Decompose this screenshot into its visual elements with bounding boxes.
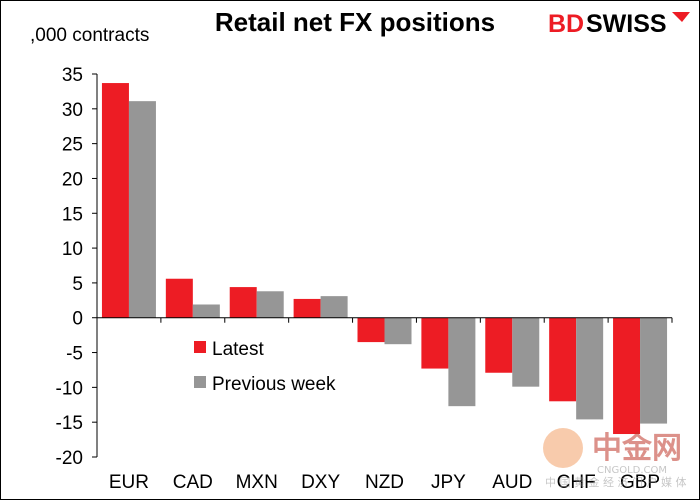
logo-arrow-icon	[672, 12, 690, 22]
bdswiss-logo: BD SWISS	[548, 10, 690, 38]
logo-swiss-text: SWISS	[586, 10, 667, 38]
x-tick-label: CHF	[557, 472, 596, 493]
legend: Latest Previous week	[194, 339, 336, 395]
watermark-tagline: 中 国 黄 金 经 济 门 户 媒 体	[545, 475, 686, 489]
x-tick-label: NZD	[365, 472, 404, 493]
y-tick-label: 10	[62, 239, 83, 260]
x-tick-label: DXY	[301, 472, 340, 493]
y-tick-label: 20	[62, 169, 83, 190]
x-tick-label: MXN	[236, 472, 278, 493]
y-tick-label: 5	[72, 274, 83, 295]
legend-label-previous-week: Previous week	[212, 374, 336, 395]
bar-previous-week-dxy	[320, 296, 348, 318]
x-axis-labels: EUR CAD MXN DXY NZD JPY AUD CHF GBP	[109, 472, 660, 493]
bar-previous-week-gbp	[640, 317, 668, 424]
bar-previous-week-eur	[128, 101, 156, 318]
bar-latest-mxn	[229, 287, 257, 318]
bar-latest-nzd	[357, 317, 385, 343]
bar-previous-week-mxn	[256, 291, 284, 318]
y-tick-label: -10	[56, 378, 83, 399]
bar-latest-aud	[485, 317, 513, 373]
x-tick-label: EUR	[109, 472, 149, 493]
bar-previous-week-cad	[192, 304, 220, 318]
bar-latest-gbp	[613, 317, 641, 435]
y-axis: 35 30 25 20 15 10 5 0 -5 -10 -15 -20	[56, 65, 98, 469]
x-tick-label: JPY	[431, 472, 466, 493]
cngold-watermark: 中金网 CNGOLD.COM 中 国 黄 金 经 济 门 户 媒 体	[543, 428, 686, 489]
bar-previous-week-aud	[512, 317, 540, 387]
bar-latest-jpy	[421, 317, 449, 369]
bar-previous-week-jpy	[448, 317, 476, 407]
y-tick-label: 35	[62, 65, 83, 86]
x-tick-label: CAD	[173, 472, 213, 493]
legend-swatch-previous-week	[194, 376, 206, 388]
x-tick-label: GBP	[620, 472, 660, 493]
y-tick-label: -5	[66, 344, 83, 365]
watermark-coin-icon	[543, 428, 583, 468]
watermark-name: 中金网	[592, 431, 682, 466]
y-tick-label: 15	[62, 204, 83, 225]
bar-latest-dxy	[293, 298, 321, 318]
y-tick-label: 0	[72, 309, 83, 330]
bar-previous-week-chf	[576, 317, 604, 420]
logo-bd-text: BD	[548, 10, 584, 38]
x-tick-label: AUD	[492, 472, 532, 493]
y-tick-label: 25	[62, 135, 83, 156]
y-tick-label: 30	[62, 100, 83, 121]
legend-label-latest: Latest	[212, 339, 264, 360]
bar-latest-cad	[165, 278, 193, 318]
chart-title: Retail net FX positions	[215, 7, 495, 37]
y-tick-label: -20	[56, 448, 83, 469]
y-tick-label: -15	[56, 413, 83, 434]
bar-latest-chf	[549, 317, 577, 402]
bar-previous-week-nzd	[384, 317, 412, 345]
legend-swatch-latest	[194, 341, 206, 353]
bar-latest-eur	[101, 83, 129, 318]
y-axis-unit-label: ,000 contracts	[30, 25, 149, 46]
bars-group	[96, 83, 673, 435]
watermark-url: CNGOLD.COM	[597, 465, 667, 476]
